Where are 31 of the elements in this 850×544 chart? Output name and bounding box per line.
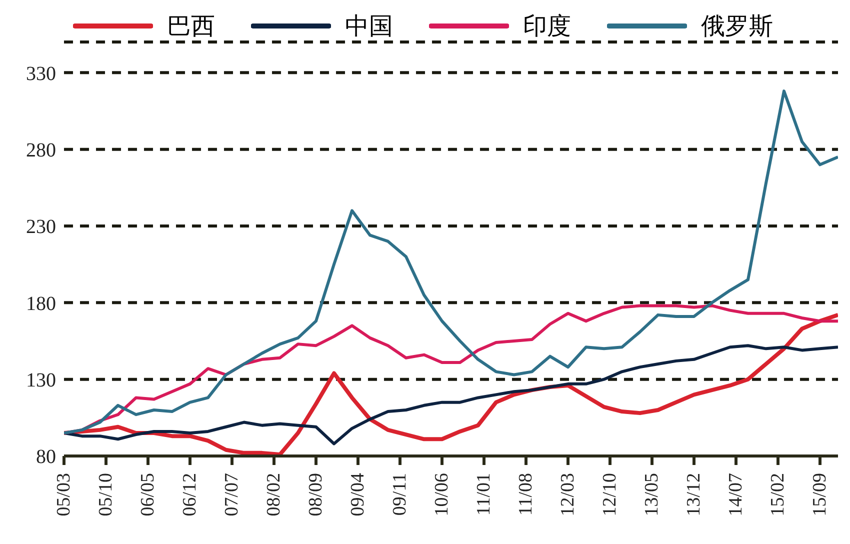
x-tick-label: 09/11 [390, 473, 410, 516]
x-tick-label: 06/12 [180, 473, 200, 516]
x-tick-label: 12/10 [600, 473, 620, 516]
x-tick-label: 11/08 [516, 473, 536, 516]
x-tick-label: 14/07 [726, 473, 746, 516]
y-tick-label: 180 [26, 292, 56, 315]
x-tick-label: 15/02 [768, 473, 788, 516]
line-series [64, 90, 838, 434]
legend-label: 印度 [523, 12, 571, 42]
x-tick-label: 10/06 [432, 473, 452, 516]
x-tick-label: 05/10 [96, 473, 116, 516]
x-tick-label: 15/09 [810, 473, 830, 516]
x-tick-label: 13/05 [642, 473, 662, 516]
x-tick-label: 11/01 [474, 473, 494, 516]
x-tick-label: 08/09 [306, 473, 326, 516]
x-tick-label: 07/07 [222, 473, 242, 516]
legend-label: 中国 [345, 13, 393, 42]
x-tick-label: 06/05 [138, 473, 158, 516]
x-tick-label: 05/03 [54, 473, 74, 516]
legend-label: 俄罗斯 [701, 13, 773, 42]
y-tick-label: 280 [26, 139, 56, 162]
y-tick-label: 80 [36, 446, 56, 468]
x-tick-label: 09/04 [348, 472, 368, 516]
x-tick-label: 13/12 [684, 473, 704, 516]
y-tick-label: 230 [26, 216, 56, 238]
x-tick-label: 12/03 [558, 473, 578, 516]
legend-label: 巴西 [167, 13, 215, 42]
line-series [64, 344, 838, 446]
y-tick-label: 130 [26, 369, 56, 392]
y-tick-label: 330 [26, 62, 56, 85]
x-tick-label: 08/02 [264, 473, 284, 516]
